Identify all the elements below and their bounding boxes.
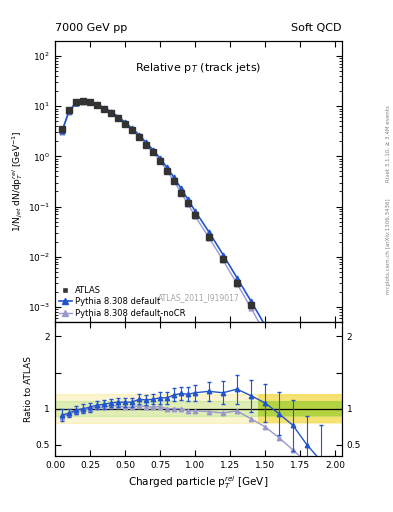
Text: Soft QCD: Soft QCD (292, 23, 342, 33)
Bar (55, 394, 342, 423)
Y-axis label: Ratio to ATLAS: Ratio to ATLAS (24, 356, 33, 422)
Text: Rivet 3.1.10, ≥ 3.4M events: Rivet 3.1.10, ≥ 3.4M events (386, 105, 391, 182)
Text: 7000 GeV pp: 7000 GeV pp (55, 23, 127, 33)
X-axis label: Charged particle p$_{T}^{rel}$ [GeV]: Charged particle p$_{T}^{rel}$ [GeV] (129, 474, 268, 490)
Text: mcplots.cern.ch [arXiv:1306.3436]: mcplots.cern.ch [arXiv:1306.3436] (386, 198, 391, 293)
Bar (55, 401, 342, 416)
Text: Relative p$_{T}$ (track jets): Relative p$_{T}$ (track jets) (135, 60, 262, 75)
Y-axis label: 1/N$_{jet}$ dN/dp$_{T}^{rel}$ [GeV$^{-1}$]: 1/N$_{jet}$ dN/dp$_{T}^{rel}$ [GeV$^{-1}… (11, 131, 25, 232)
Legend: ATLAS, Pythia 8.308 default, Pythia 8.308 default-noCR: ATLAS, Pythia 8.308 default, Pythia 8.30… (59, 286, 185, 318)
Text: ATLAS_2011_I919017: ATLAS_2011_I919017 (158, 293, 239, 302)
